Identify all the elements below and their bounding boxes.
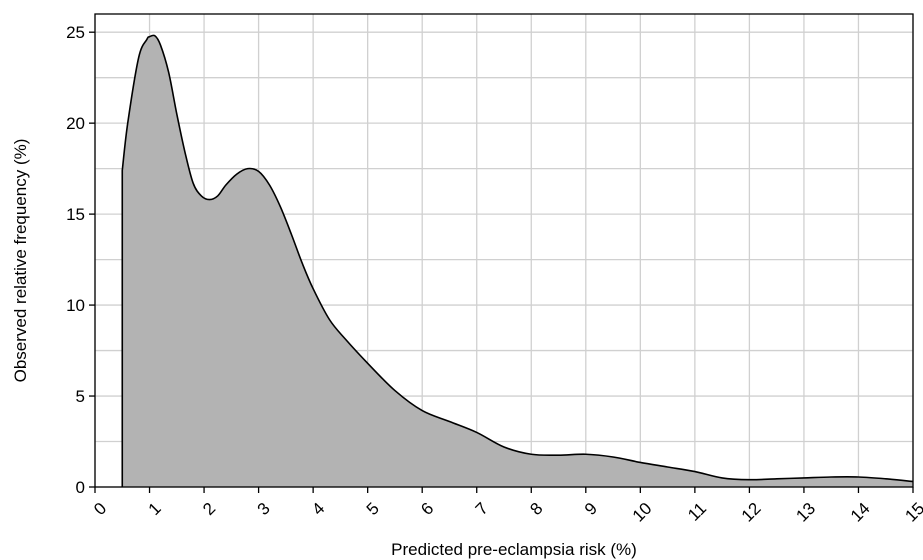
x-tick-label: 15 [901,499,923,526]
x-tick-label: 9 [581,499,601,519]
y-tick-label: 5 [76,387,85,406]
x-tick-label: 11 [684,499,710,525]
x-tick-label: 12 [738,499,765,526]
area-series-line [121,34,914,487]
y-tick-label: 10 [66,296,85,315]
axis-ticks [89,31,914,493]
x-tick-label: 1 [145,499,165,519]
x-tick-label: 14 [847,499,874,526]
y-tick-label: 15 [66,205,85,224]
grid [94,14,914,488]
x-tick-label: 4 [308,499,328,519]
y-tick-label: 0 [76,478,85,497]
y-tick-labels: 0 5 10 15 20 25 [66,23,85,497]
x-tick-labels: 0 1 2 3 4 5 6 7 8 9 10 11 12 13 14 15 [90,499,923,526]
x-tick-label: 2 [199,499,219,519]
x-tick-label: 5 [363,499,383,519]
area-series-fill [122,35,914,487]
plot-frame [94,13,914,488]
x-axis-title: Predicted pre-eclampsia risk (%) [391,540,637,559]
x-tick-label: 13 [792,499,819,526]
y-tick-label: 20 [66,114,85,133]
y-tick-label: 25 [66,23,85,42]
x-tick-label: 8 [526,499,546,519]
x-tick-label: 6 [417,499,437,519]
x-tick-label: 0 [90,499,110,519]
x-tick-label: 3 [254,499,274,519]
x-tick-label: 10 [629,499,656,526]
x-tick-label: 7 [472,499,492,519]
y-axis-title: Observed relative frequency (%) [11,139,30,383]
